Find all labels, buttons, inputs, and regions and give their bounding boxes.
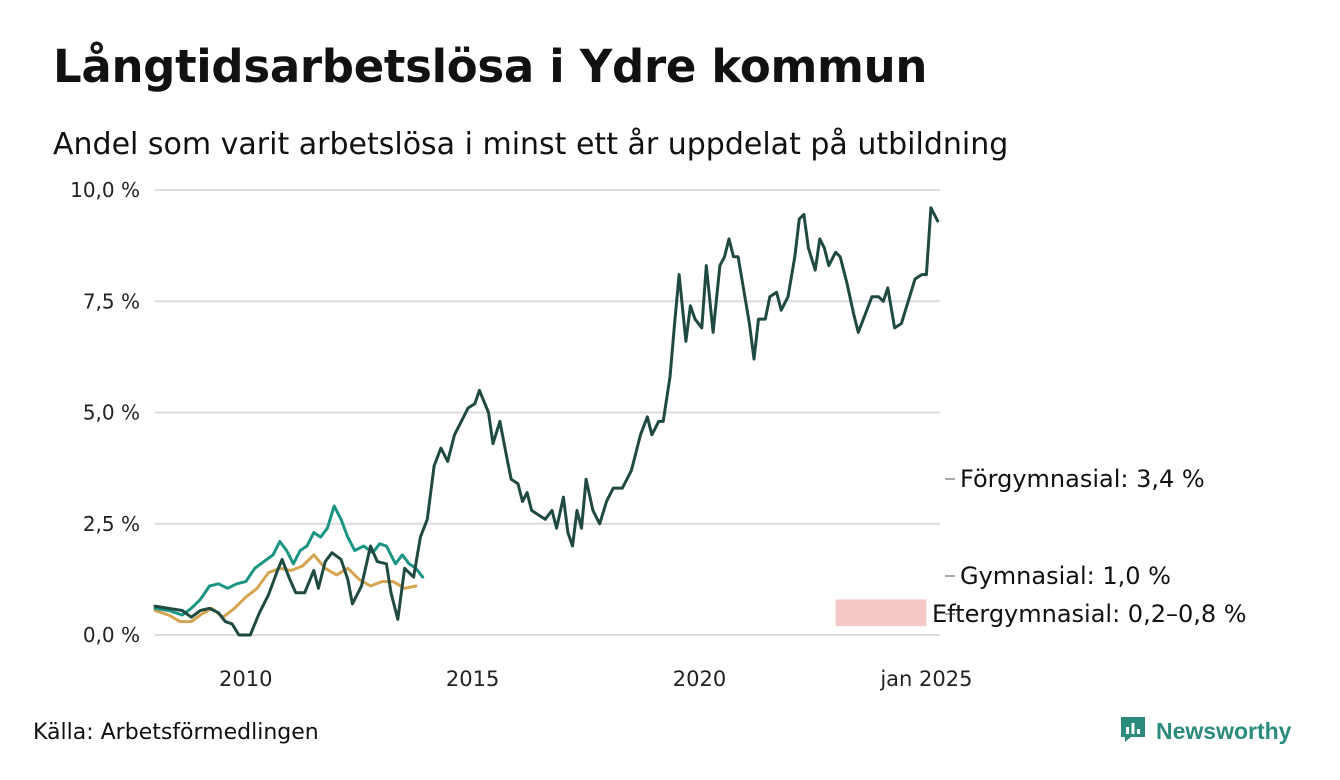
series-label-förgymnasial: Förgymnasial: 3,4 % xyxy=(960,465,1205,493)
series-line-gymnasial xyxy=(153,504,425,617)
y-tick-label: 7,5 % xyxy=(83,289,140,313)
y-tick-label: 0,0 % xyxy=(83,623,140,647)
y-tick-label: 10,0 % xyxy=(70,178,140,202)
x-tick-label: 2010 xyxy=(219,667,272,691)
x-tick-label: jan 2025 xyxy=(879,667,972,691)
chart-subtitle: Andel som varit arbetslösa i minst ett å… xyxy=(53,127,1009,162)
series-label-eftergymnasial: Eftergymnasial: 0,2–0,8 % xyxy=(932,600,1247,628)
series-line-förgymnasial xyxy=(153,206,940,637)
x-tick-label: 2015 xyxy=(446,667,499,691)
chart-title: Långtidsarbetslösa i Ydre kommun xyxy=(53,40,928,93)
bar-chart-speech-icon xyxy=(1118,714,1148,748)
y-tick-label: 5,0 % xyxy=(83,401,140,425)
x-tick-label: 2020 xyxy=(673,667,726,691)
brand-logo[interactable]: Newsworthy xyxy=(1118,714,1291,748)
series-label-gymnasial: Gymnasial: 1,0 % xyxy=(960,562,1171,590)
y-tick-label: 2,5 % xyxy=(83,512,140,536)
source-note: Källa: Arbetsförmedlingen xyxy=(33,720,319,745)
uncertainty-band xyxy=(835,599,927,627)
brand-name: Newsworthy xyxy=(1156,717,1292,744)
